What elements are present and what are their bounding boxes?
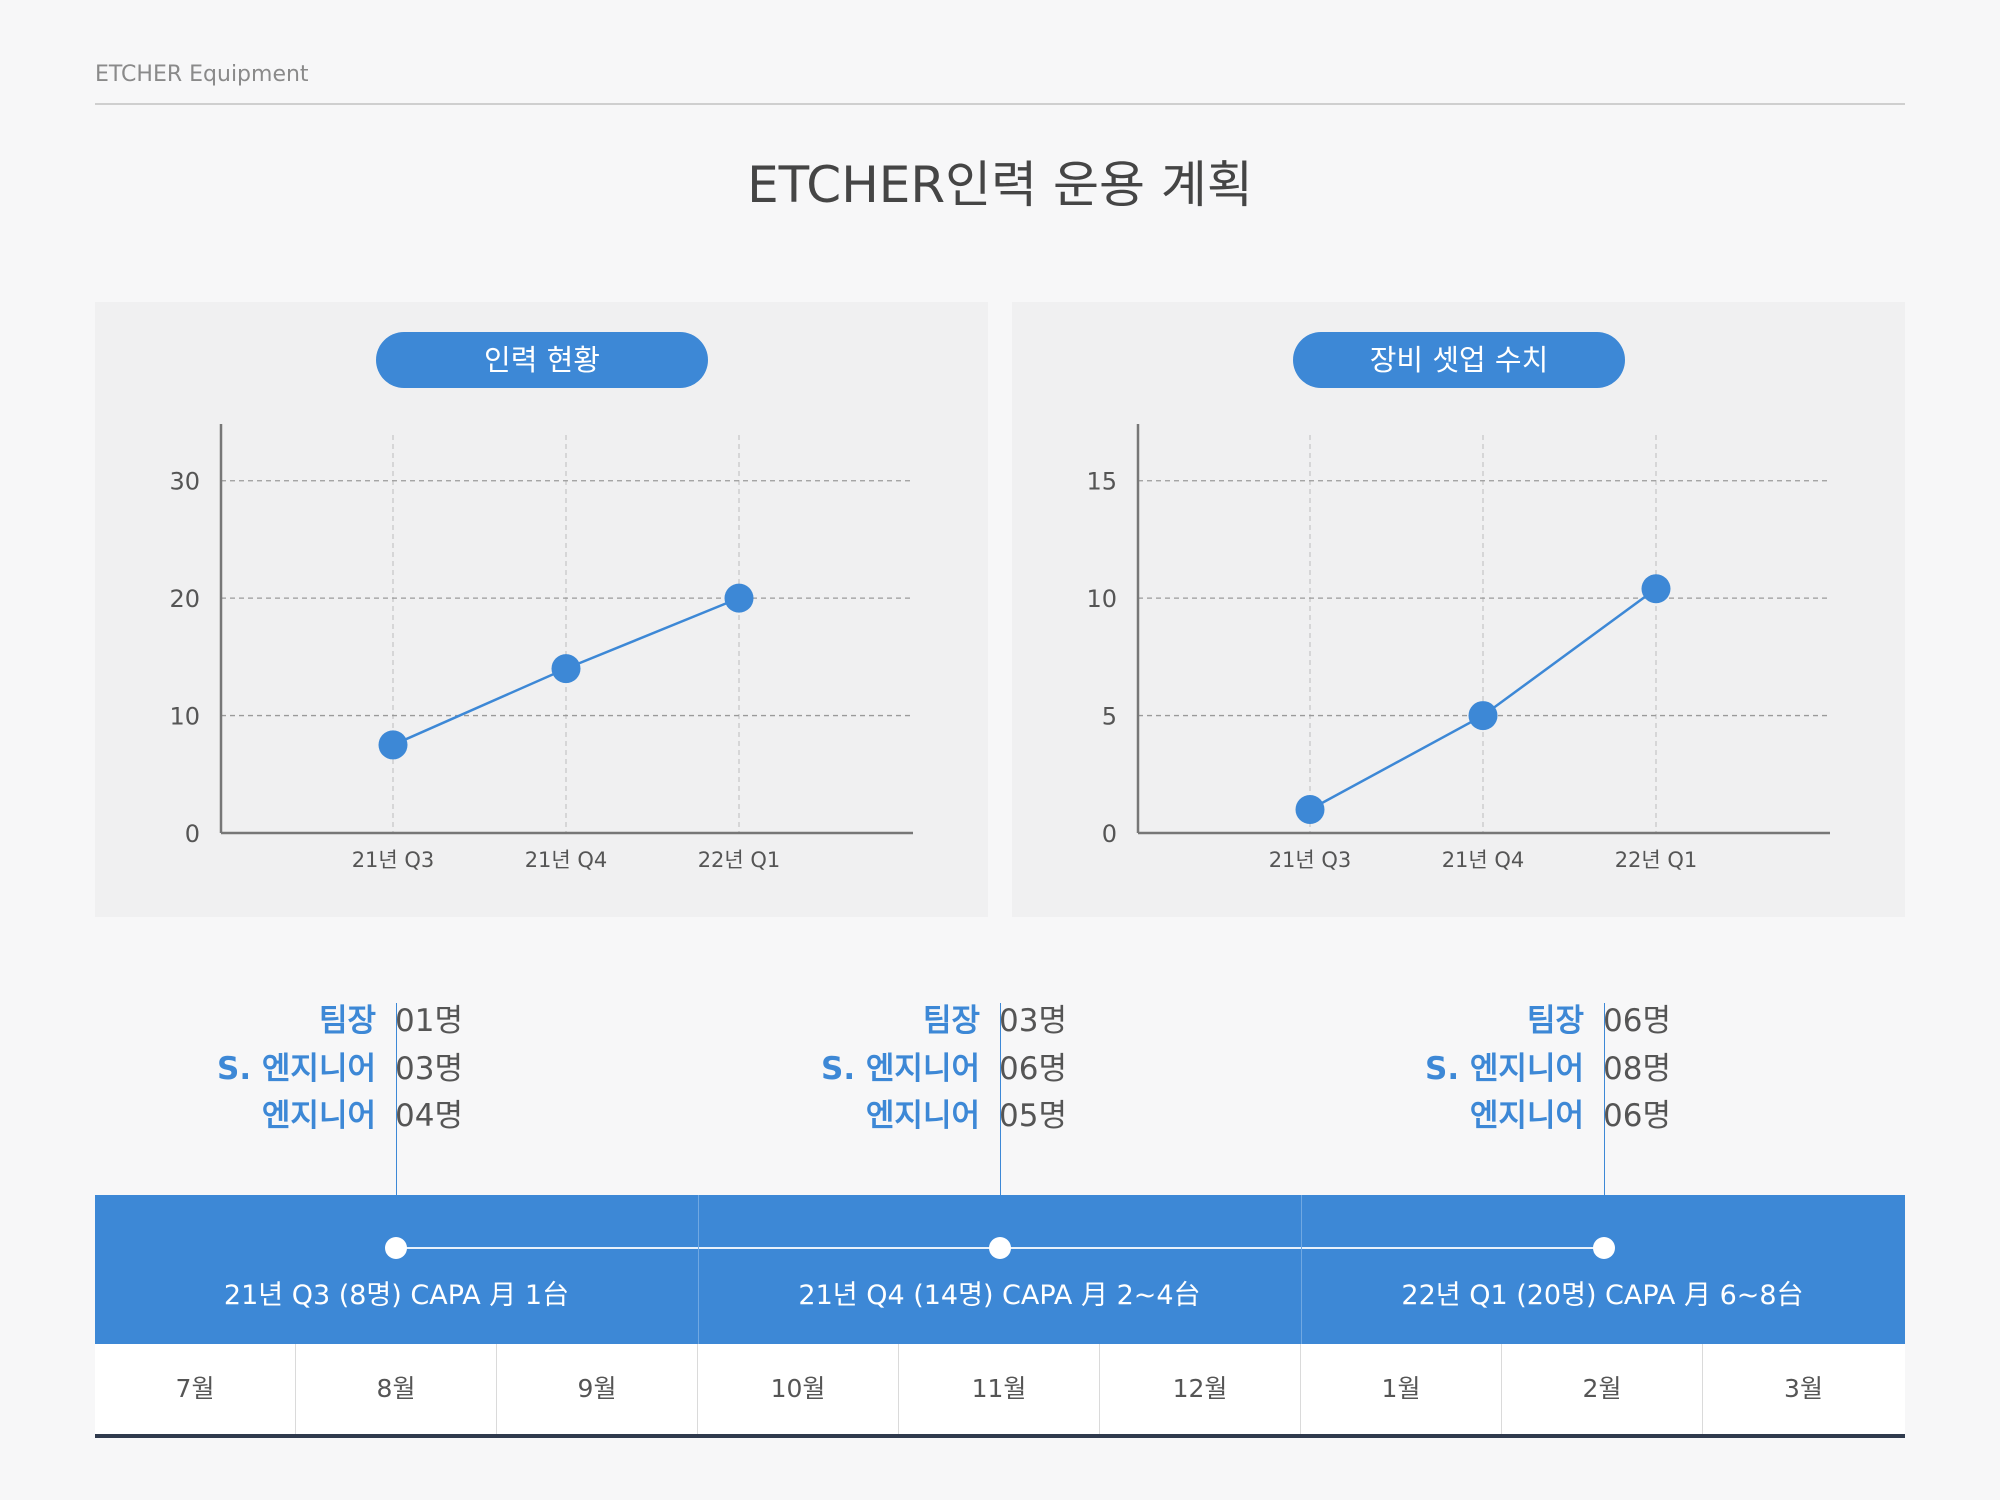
month-cell: 8월: [296, 1344, 497, 1434]
data-point: [1468, 701, 1498, 731]
x-tick-label: 22년 Q1: [698, 848, 781, 872]
role-count: 01명: [395, 1003, 463, 1039]
role-label: S. 엔지니어: [821, 1051, 980, 1087]
month-cell: 1월: [1301, 1344, 1502, 1434]
month-cell: 3월: [1784, 1374, 1823, 1403]
quarter-label: 21년 Q4 (14명) CAPA 月 2~4台: [798, 1280, 1201, 1311]
y-tick-label: 0: [1102, 820, 1117, 848]
month-row: 7월 8월 9월 10월 11월 12월 1월 2월 3월: [95, 1344, 1905, 1438]
staffing-block-q3: 팀장 01명 S. 엔지니어 03명 엔지니어 04명: [217, 995, 566, 1195]
band-divider: [698, 1195, 699, 1344]
connector-line: [1604, 1003, 1605, 1247]
role-count: 05명: [999, 1098, 1067, 1134]
chart-title-pill: 장비 셋업 수치: [1293, 332, 1625, 388]
role-count: 04명: [395, 1098, 463, 1134]
role-label: 엔지니어: [1469, 1098, 1584, 1134]
chart-setup: 0 5 10 15 21년 Q3 21년 Q4 22년 Q1: [1086, 424, 1830, 872]
x-tick-label: 21년 Q3: [352, 848, 435, 872]
page-title: ETCHER인력 운용 계획: [747, 156, 1253, 214]
y-tick-label: 5: [1102, 703, 1117, 731]
data-point: [1295, 795, 1325, 825]
chart-panel-setup: 0 5 10 15 21년 Q3 21년 Q4 22년 Q1 장비 셋업 수치: [1012, 302, 1905, 917]
timeline-dot: [1593, 1237, 1615, 1259]
role-label: 팀장: [1526, 1003, 1584, 1039]
month-cell: 10월: [698, 1344, 899, 1434]
quarter-band: 21년 Q3 (8명) CAPA 月 1台 21년 Q4 (14명) CAPA …: [95, 1195, 1905, 1344]
staffing-block-q1: 팀장 06명 S. 엔지니어 08명 엔지니어 06명: [1425, 995, 1774, 1195]
y-tick-label: 30: [169, 468, 200, 496]
role-count: 08명: [1603, 1051, 1671, 1087]
quarter-label: 21년 Q3 (8명) CAPA 月 1台: [223, 1280, 570, 1311]
data-point: [1641, 574, 1671, 604]
role-label: S. 엔지니어: [1425, 1051, 1584, 1087]
y-tick-label: 15: [1086, 468, 1117, 496]
quarter-label: 22년 Q1 (20명) CAPA 月 6~8台: [1401, 1280, 1804, 1311]
connector-line: [1000, 1003, 1001, 1247]
header-divider: [95, 103, 1905, 105]
x-tick-label: 22년 Q1: [1615, 848, 1698, 872]
role-label: S. 엔지니어: [217, 1051, 376, 1087]
y-tick-label: 20: [169, 585, 200, 613]
role-count: 03명: [395, 1051, 463, 1087]
connector-line: [396, 1003, 397, 1247]
staffing-block-q4: 팀장 03명 S. 엔지니어 06명 엔지니어 05명: [821, 995, 1170, 1195]
data-point: [551, 654, 581, 684]
chart-title-pill: 인력 현황: [376, 332, 708, 388]
month-cell: 9월: [497, 1344, 698, 1434]
role-count: 06명: [999, 1051, 1067, 1087]
chart-panel-staff: 0 10 20 30 21년 Q3 21년 Q4 22년 Q1 인력 현황: [95, 302, 988, 917]
data-point: [724, 583, 754, 613]
role-label: 팀장: [318, 1003, 376, 1039]
y-tick-label: 10: [1086, 585, 1117, 613]
role-label: 엔지니어: [865, 1098, 980, 1134]
role-label: 팀장: [922, 1003, 980, 1039]
x-tick-label: 21년 Q3: [1269, 848, 1352, 872]
brand-label: ETCHER Equipment: [95, 62, 309, 87]
data-point: [378, 730, 408, 760]
y-tick-label: 10: [169, 703, 200, 731]
timeline-dot: [989, 1237, 1011, 1259]
role-count: 06명: [1603, 1003, 1671, 1039]
x-tick-label: 21년 Q4: [1442, 848, 1525, 872]
month-cell: 2월: [1502, 1344, 1703, 1434]
month-cell: 11월: [899, 1344, 1100, 1434]
month-cell: 12월: [1100, 1344, 1301, 1434]
band-divider: [1301, 1195, 1302, 1344]
x-tick-label: 21년 Q4: [525, 848, 608, 872]
timeline-dot: [385, 1237, 407, 1259]
role-count: 03명: [999, 1003, 1067, 1039]
role-label: 엔지니어: [261, 1098, 376, 1134]
y-tick-label: 0: [185, 820, 200, 848]
chart-staff: 0 10 20 30 21년 Q3 21년 Q4 22년 Q1: [169, 424, 913, 872]
month-cell: 7월: [95, 1344, 296, 1434]
role-count: 06명: [1603, 1098, 1671, 1134]
